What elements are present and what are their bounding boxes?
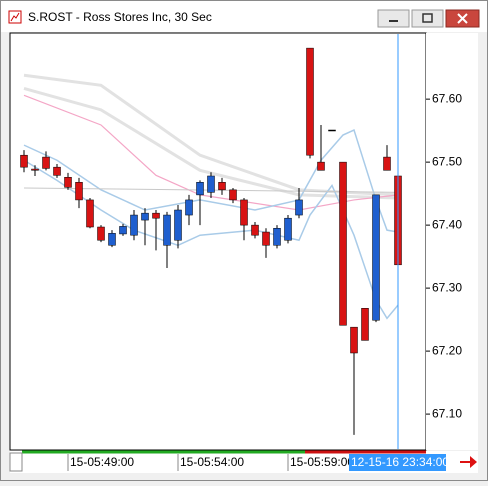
- candle-body: [251, 224, 259, 236]
- plot-area: [9, 32, 427, 451]
- candle-body: [218, 182, 226, 191]
- candle-body: [317, 161, 325, 171]
- candle-body: [350, 326, 358, 354]
- candle-body: [372, 194, 380, 321]
- cursor-label-bg: [349, 454, 446, 471]
- maximize-button[interactable]: [411, 9, 444, 28]
- candle-body: [229, 189, 237, 201]
- candle-body: [64, 176, 72, 188]
- x-tick-label: 15-05:59:00: [290, 455, 354, 469]
- candle-body: [174, 209, 182, 241]
- candle-body: [361, 308, 369, 341]
- y-tick-label: 67.60: [432, 91, 462, 105]
- candle-body: [130, 214, 138, 236]
- window-title: S.ROST - Ross Stores Inc, 30 Sec: [28, 10, 212, 24]
- candle-body: [53, 166, 61, 176]
- y-tick-label: 67.30: [432, 280, 462, 294]
- candle-body: [262, 231, 270, 246]
- scroll-box[interactable]: [9, 452, 23, 472]
- candle-body: [306, 47, 314, 156]
- x-tick-label: 15-05:54:00: [180, 455, 244, 469]
- candle-body: [152, 212, 160, 219]
- candle-body: [240, 199, 248, 226]
- candle-body: [86, 199, 94, 228]
- candle-body: [31, 168, 39, 171]
- candle-body: [163, 214, 171, 246]
- candle-body: [97, 226, 105, 241]
- plot: [20, 34, 402, 449]
- y-tick-label: 67.20: [432, 343, 462, 357]
- y-tick-label: 67.10: [432, 406, 462, 420]
- minimize-button[interactable]: [377, 9, 410, 28]
- maximize-glyph: [422, 13, 433, 23]
- candle-body: [284, 217, 292, 241]
- indicator-line: [23, 86, 399, 200]
- scroll-right-arrow[interactable]: [460, 456, 477, 468]
- candle-body: [20, 154, 28, 168]
- candle-body: [108, 233, 116, 246]
- candle-body: [207, 175, 215, 193]
- x-tick-label: 15-05:49:00: [70, 455, 134, 469]
- candle-body: [185, 199, 193, 216]
- app-icon-glyph: [10, 12, 20, 22]
- candle-body: [196, 182, 204, 196]
- y-tick-label: 67.40: [432, 217, 462, 231]
- y-axis-area: [426, 33, 478, 450]
- y-tick-label: 67.50: [432, 154, 462, 168]
- candle-body: [273, 228, 281, 246]
- candle-body: [75, 182, 83, 201]
- candle-body: [383, 156, 391, 171]
- candle-body: [119, 226, 127, 235]
- candle-body: [295, 199, 303, 216]
- close-glyph: [457, 13, 468, 24]
- candle-body: [328, 129, 336, 132]
- cursor-label: 12-15-16 23:34:00: [351, 455, 449, 469]
- candle-body: [42, 156, 50, 169]
- candle-body: [141, 212, 149, 221]
- candle-body: [339, 161, 347, 326]
